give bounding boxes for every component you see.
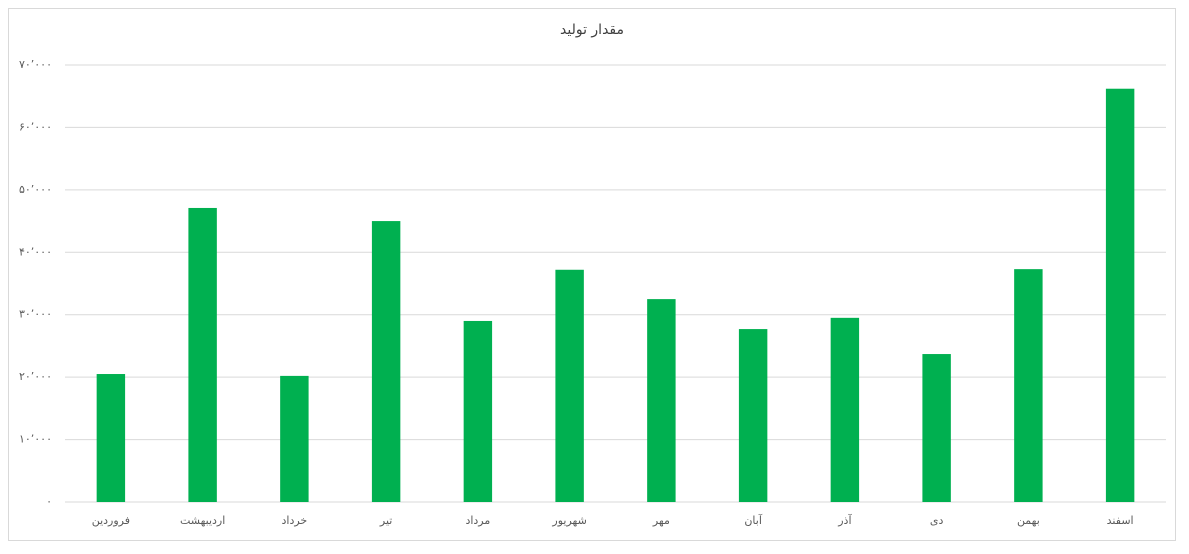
y-tick-label: ۴۰٬۰۰۰ [19, 245, 52, 258]
x-tick-label: بهمن [1017, 514, 1040, 527]
y-tick-label: ۳۰٬۰۰۰ [19, 308, 52, 321]
x-tick-label: آبان [744, 513, 762, 527]
chart-frame [8, 8, 1176, 541]
x-tick-label: آذر [837, 513, 852, 527]
x-tick-label: فروردین [92, 514, 130, 527]
y-tick-label: ۷۰٬۰۰۰ [19, 58, 52, 71]
y-tick-label: ۲۰٬۰۰۰ [19, 370, 52, 383]
x-tick-label: خرداد [282, 514, 308, 527]
bar [280, 375, 309, 502]
bar [738, 329, 768, 502]
x-tick-label: اردیبهشت [180, 514, 225, 527]
x-tick-label: دی [930, 514, 944, 527]
bar [555, 269, 584, 502]
x-tick-label: تیر [379, 514, 392, 527]
x-tick-label: شهریور [551, 514, 586, 527]
bar [647, 299, 676, 502]
chart-title: مقدار تولید [560, 22, 624, 38]
x-tick-label: اسفند [1107, 514, 1134, 527]
bar [1014, 269, 1043, 502]
bar [371, 221, 401, 503]
bar [188, 207, 217, 502]
y-tick-label: ۵۰٬۰۰۰ [19, 183, 52, 196]
bar [96, 374, 126, 502]
bar [1105, 88, 1135, 503]
y-tick-label: ۰ [46, 495, 52, 508]
x-tick-label: مرداد [465, 514, 490, 527]
bar [830, 317, 860, 502]
bar [922, 354, 951, 502]
bar [463, 320, 493, 502]
y-tick-label: ۱۰٬۰۰۰ [19, 433, 52, 446]
y-tick-label: ۶۰٬۰۰۰ [19, 120, 52, 133]
x-tick-label: مهر [652, 514, 670, 527]
